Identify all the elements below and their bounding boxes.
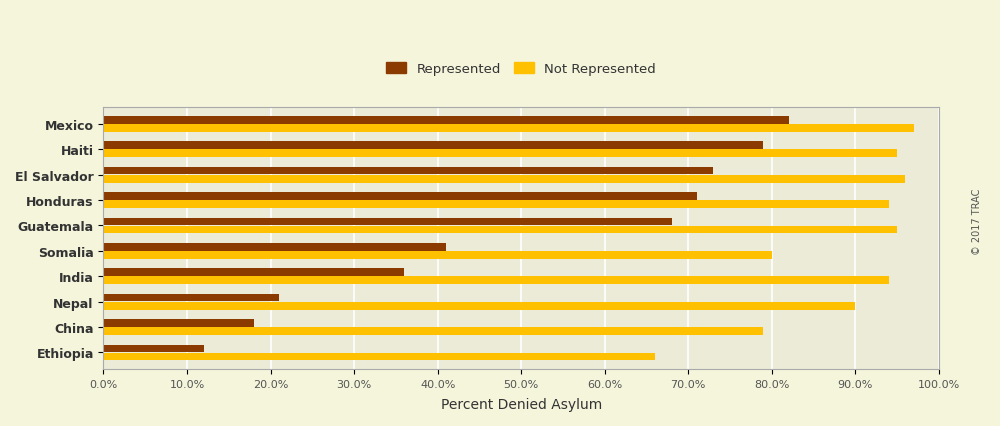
Bar	[103, 294, 279, 302]
Bar	[103, 277, 889, 285]
Bar	[103, 226, 897, 234]
Text: © 2017 TRAC: © 2017 TRAC	[972, 188, 982, 255]
Bar	[103, 345, 204, 352]
Bar	[103, 125, 914, 132]
Bar	[103, 251, 772, 259]
Bar	[103, 353, 655, 360]
Bar	[103, 201, 889, 208]
Bar	[103, 320, 254, 327]
Bar	[103, 150, 897, 158]
Bar	[103, 218, 672, 226]
Bar	[103, 269, 404, 276]
X-axis label: Percent Denied Asylum: Percent Denied Asylum	[441, 397, 602, 411]
Bar	[103, 167, 713, 175]
Bar	[103, 193, 697, 200]
Bar	[103, 142, 763, 150]
Legend: Represented, Not Represented: Represented, Not Represented	[386, 63, 656, 76]
Bar	[103, 302, 855, 310]
Bar	[103, 176, 905, 183]
Bar	[103, 328, 763, 335]
Bar	[103, 243, 446, 251]
Bar	[103, 117, 789, 124]
